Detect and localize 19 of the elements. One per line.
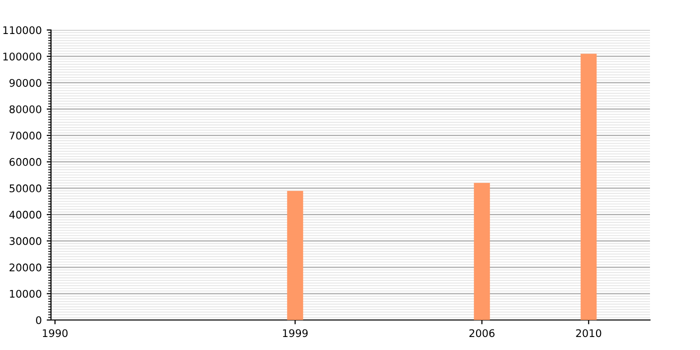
y-tick-label: 30000 [10, 237, 42, 246]
bar [474, 182, 490, 320]
x-tick-label: 2006 [469, 329, 495, 338]
y-tick-label: 20000 [10, 264, 42, 272]
x-tick-label: 1990 [42, 329, 68, 338]
x-tick-label: 2010 [576, 329, 602, 338]
y-tick-label: 80000 [10, 105, 42, 114]
y-tick-label: 0 [36, 316, 42, 324]
x-tick-label: 1999 [283, 329, 308, 338]
y-tick-label: 40000 [9, 210, 42, 219]
y-tick-label: 100000 [3, 52, 42, 60]
y-tick-label: 10000 [10, 290, 42, 298]
y-tick-label: 110000 [3, 26, 42, 34]
y-tick-label: 50000 [10, 184, 42, 192]
bar [287, 190, 304, 320]
y-tick-label: 60000 [10, 158, 42, 166]
bar [580, 54, 597, 320]
y-tick-label: 70000 [10, 132, 42, 140]
y-tick-label: 90000 [9, 78, 42, 87]
